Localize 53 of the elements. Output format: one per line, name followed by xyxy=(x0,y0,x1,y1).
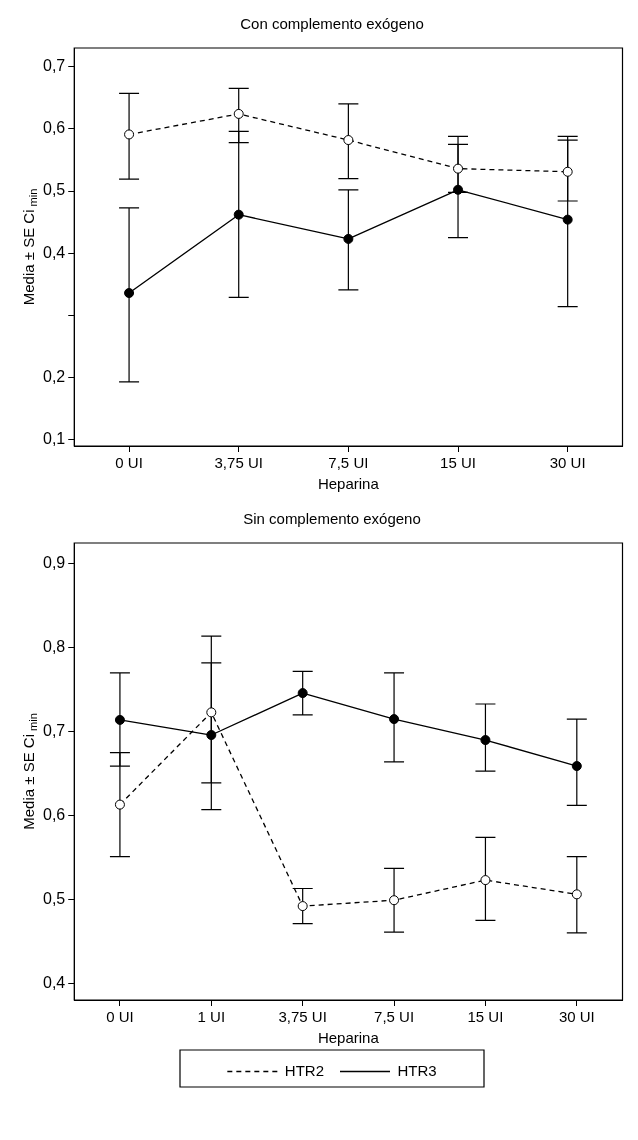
x-tick-label: 15 UI xyxy=(467,1008,504,1026)
x-tick-label: 0 UI xyxy=(115,454,143,472)
chart-title: Con complemento exógeno xyxy=(240,15,424,33)
legend-label: HTR3 xyxy=(397,1061,437,1079)
y-tick-label: 0,6 xyxy=(42,119,66,137)
point xyxy=(389,895,400,906)
y-tick-label: 0,4 xyxy=(42,243,66,261)
x-axis-title: Heparina xyxy=(317,1029,380,1047)
y-tick-label: 0,8 xyxy=(42,638,66,656)
x-tick-label: 3,75 UI xyxy=(214,454,263,472)
x-tick-label: 30 UI xyxy=(549,454,586,472)
y-tick-label: 0,7 xyxy=(42,722,66,740)
point xyxy=(562,166,573,177)
point xyxy=(206,730,217,741)
point xyxy=(343,233,354,244)
y-tick-label: 0,5 xyxy=(42,889,66,907)
y-tick-label: 0,2 xyxy=(42,368,66,385)
point xyxy=(343,135,354,146)
x-tick-label: 15 UI xyxy=(440,454,476,472)
y-tick-label: 0,5 xyxy=(42,181,66,199)
y-tick-label: 0,4 xyxy=(42,973,66,991)
point xyxy=(480,875,491,886)
x-axis-title: Heparina xyxy=(317,475,380,493)
chart-title: Sin complemento exógeno xyxy=(243,510,421,528)
point xyxy=(571,889,582,900)
y-tick-label: 0,1 xyxy=(42,430,66,448)
point xyxy=(233,108,244,119)
x-tick-label: 7,5 UI xyxy=(328,454,369,472)
x-tick-label: 1 UI xyxy=(197,1008,226,1026)
x-tick-label: 3,75 UI xyxy=(278,1008,327,1026)
y-axis-title: Media ± SE Cimin xyxy=(20,188,40,306)
point xyxy=(453,184,464,195)
point xyxy=(562,214,573,225)
x-tick-label: 7,5 UI xyxy=(374,1008,415,1026)
x-tick-label: 0 UI xyxy=(106,1008,134,1026)
point xyxy=(124,288,135,299)
point xyxy=(389,714,400,725)
point xyxy=(297,901,308,912)
y-tick-label: 0,7 xyxy=(42,57,66,75)
legend-label: HTR2 xyxy=(284,1061,324,1079)
point xyxy=(233,209,244,220)
point xyxy=(114,714,125,725)
point xyxy=(124,129,135,140)
y-tick-label: 0,6 xyxy=(42,805,66,823)
point xyxy=(480,735,491,746)
y-axis-title: Media ± SE Cimin xyxy=(20,713,40,830)
point xyxy=(114,799,125,810)
point xyxy=(453,163,464,174)
x-tick-label: 30 UI xyxy=(558,1008,595,1026)
y-tick-label: 0,9 xyxy=(42,554,66,572)
point xyxy=(297,688,308,699)
point xyxy=(206,707,217,718)
point xyxy=(571,761,582,772)
